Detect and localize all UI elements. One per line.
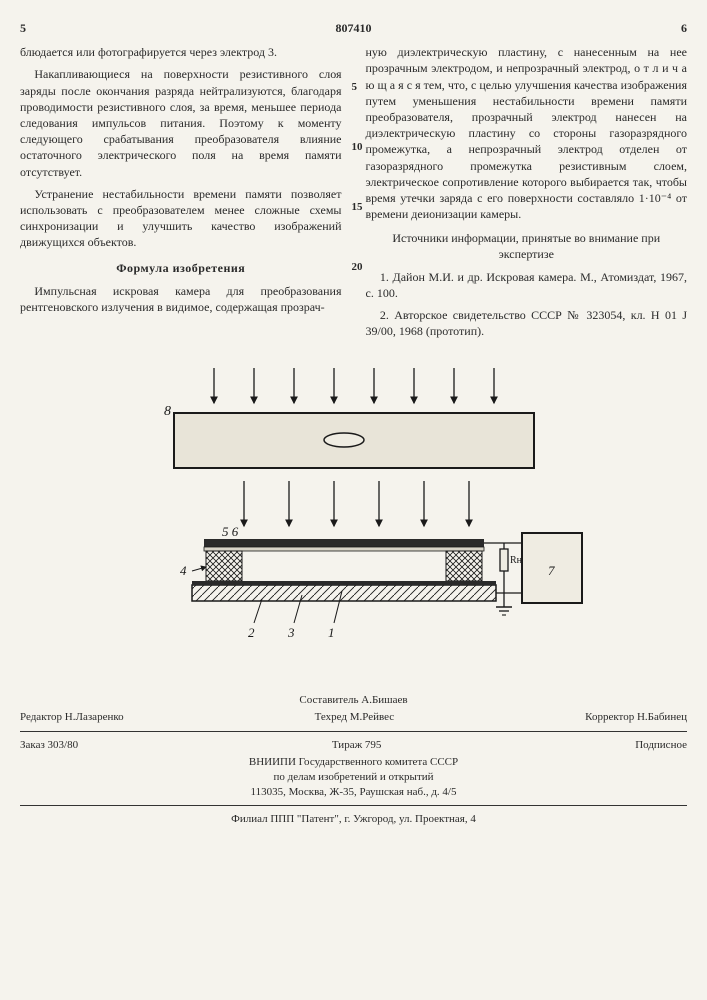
pillar-left <box>206 551 242 581</box>
line-num: 10 <box>352 140 363 155</box>
footer: Составитель А.Бишаев Редактор Н.Лазаренк… <box>20 693 687 827</box>
sources-title: Источники информации, принятые во вниман… <box>366 230 688 262</box>
para: блюдается или фотографируется через элек… <box>20 44 342 60</box>
footer-org2: по делам изобретений и открытий <box>20 770 687 785</box>
incident-rays <box>214 368 494 403</box>
left-column: блюдается или фотографируется через элек… <box>20 44 342 345</box>
doc-number: 807410 <box>336 20 372 36</box>
line-num: 15 <box>352 200 363 215</box>
text-columns: блюдается или фотографируется через элек… <box>20 44 687 345</box>
right-column: 5 10 15 20 ную диэлектрическую пластину,… <box>366 44 688 345</box>
footer-tech: Техред М.Рейвес <box>315 710 395 725</box>
para: ную диэлектрическую пластину, с нанесенн… <box>366 44 688 222</box>
footer-org1: ВНИИПИ Государственного комитета СССР <box>20 755 687 770</box>
formula-title: Формула изобретения <box>20 260 342 276</box>
pillar-right <box>446 551 482 581</box>
para: Импульсная искровая камера для преобразо… <box>20 283 342 315</box>
source-item: 1. Дайон М.И. и др. Искровая камера. М.,… <box>366 269 688 301</box>
label-8: 8 <box>164 404 171 419</box>
page-num-left: 5 <box>20 20 26 36</box>
line-num: 5 <box>352 80 358 95</box>
resistor <box>500 549 508 571</box>
footer-sub: Подписное <box>635 738 687 753</box>
label-3: 3 <box>287 625 295 640</box>
source-item: 2. Авторское свидетельство СССР № 323054… <box>366 307 688 339</box>
footer-tirazh: Тираж 795 <box>332 738 382 753</box>
para: Устранение нестабильности времени памяти… <box>20 186 342 251</box>
footer-addr: 113035, Москва, Ж-35, Раушская наб., д. … <box>20 785 687 800</box>
para: Накапливающиеся на поверхности резистивн… <box>20 66 342 179</box>
layer <box>204 547 484 551</box>
footer-editor: Редактор Н.Лазаренко <box>20 710 124 725</box>
slot <box>324 433 364 447</box>
label-rn: Rн <box>510 555 523 566</box>
footer-corrector: Корректор Н.Бабинец <box>585 710 687 725</box>
transmitted-rays <box>244 481 469 526</box>
footer-branch: Филиал ППП "Патент", г. Ужгород, ул. Про… <box>20 812 687 827</box>
page-num-right: 6 <box>681 20 687 36</box>
label-2: 2 <box>248 625 255 640</box>
electrode-top <box>204 539 484 547</box>
page-header: 5 807410 6 <box>20 20 687 36</box>
label-56: 5 6 <box>222 524 239 539</box>
label-1: 1 <box>328 625 335 640</box>
figure-diagram: 8 5 6 4 Rн 7 <box>114 363 594 653</box>
footer-compiler: Составитель А.Бишаев <box>20 693 687 708</box>
glass-plate <box>192 585 496 601</box>
label-7: 7 <box>548 563 555 578</box>
footer-order: Заказ 303/80 <box>20 738 78 753</box>
label-4: 4 <box>180 563 187 578</box>
line-num: 20 <box>352 260 363 275</box>
